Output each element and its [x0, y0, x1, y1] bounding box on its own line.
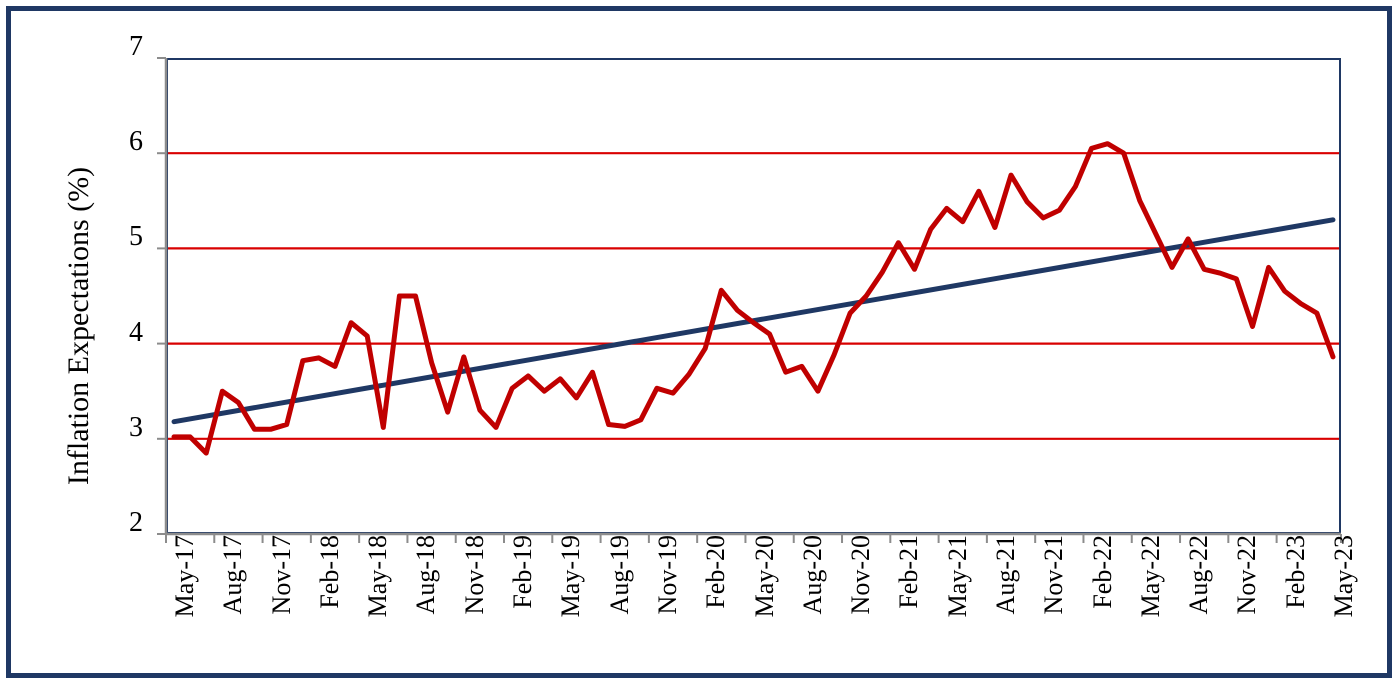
x-tick-label: May-22 — [1135, 535, 1165, 618]
x-tick-label: Feb-19 — [508, 535, 538, 609]
y-tick-label: 5 — [129, 221, 143, 253]
y-tick-label: 7 — [129, 31, 143, 62]
x-tick-label: May-23 — [1328, 535, 1358, 618]
plot-area — [157, 57, 1342, 543]
x-tick-label: Nov-20 — [846, 535, 876, 615]
x-tick-label: Aug-20 — [797, 535, 827, 615]
y-tick-label: 6 — [129, 126, 143, 158]
plot-border — [166, 58, 1341, 534]
x-tick-label: May-18 — [363, 535, 393, 618]
x-tick-label: Aug-22 — [1184, 535, 1214, 615]
x-tick-label: Nov-22 — [1232, 535, 1262, 615]
x-tick-label: May-20 — [749, 535, 779, 618]
x-tick-label: May-19 — [556, 535, 586, 618]
x-tick-label: Feb-22 — [1087, 535, 1117, 609]
y-tick-label: 3 — [129, 411, 143, 443]
x-tick-label: May-17 — [170, 535, 200, 618]
series-line — [171, 141, 1336, 456]
x-tick-label: Feb-18 — [314, 535, 344, 609]
x-tick-label: May-21 — [942, 535, 972, 618]
x-tick-label: Aug-18 — [411, 535, 441, 615]
x-tick-label: Feb-23 — [1280, 535, 1310, 609]
y-axis-title: Inflation Expectations (%) — [62, 166, 96, 486]
x-tick-label: Nov-21 — [1039, 535, 1069, 615]
chart-frame: Inflation Expectations (%) 2 3 4 5 6 7 May-17… — [6, 6, 1392, 678]
x-tick-label: Nov-19 — [652, 535, 682, 615]
x-tick-label: Nov-18 — [459, 535, 489, 615]
x-tick-label: Nov-17 — [266, 535, 296, 615]
line-chart-svg — [157, 57, 1342, 543]
y-tick-label: 2 — [129, 507, 143, 538]
x-tick-label: Aug-17 — [218, 535, 248, 615]
x-tick-label: Feb-20 — [701, 535, 731, 609]
x-tick-label: Aug-19 — [604, 535, 634, 615]
y-tick-label: 4 — [129, 316, 143, 348]
x-tick-label: Feb-21 — [894, 535, 924, 609]
x-tick-label: Aug-21 — [990, 535, 1020, 615]
